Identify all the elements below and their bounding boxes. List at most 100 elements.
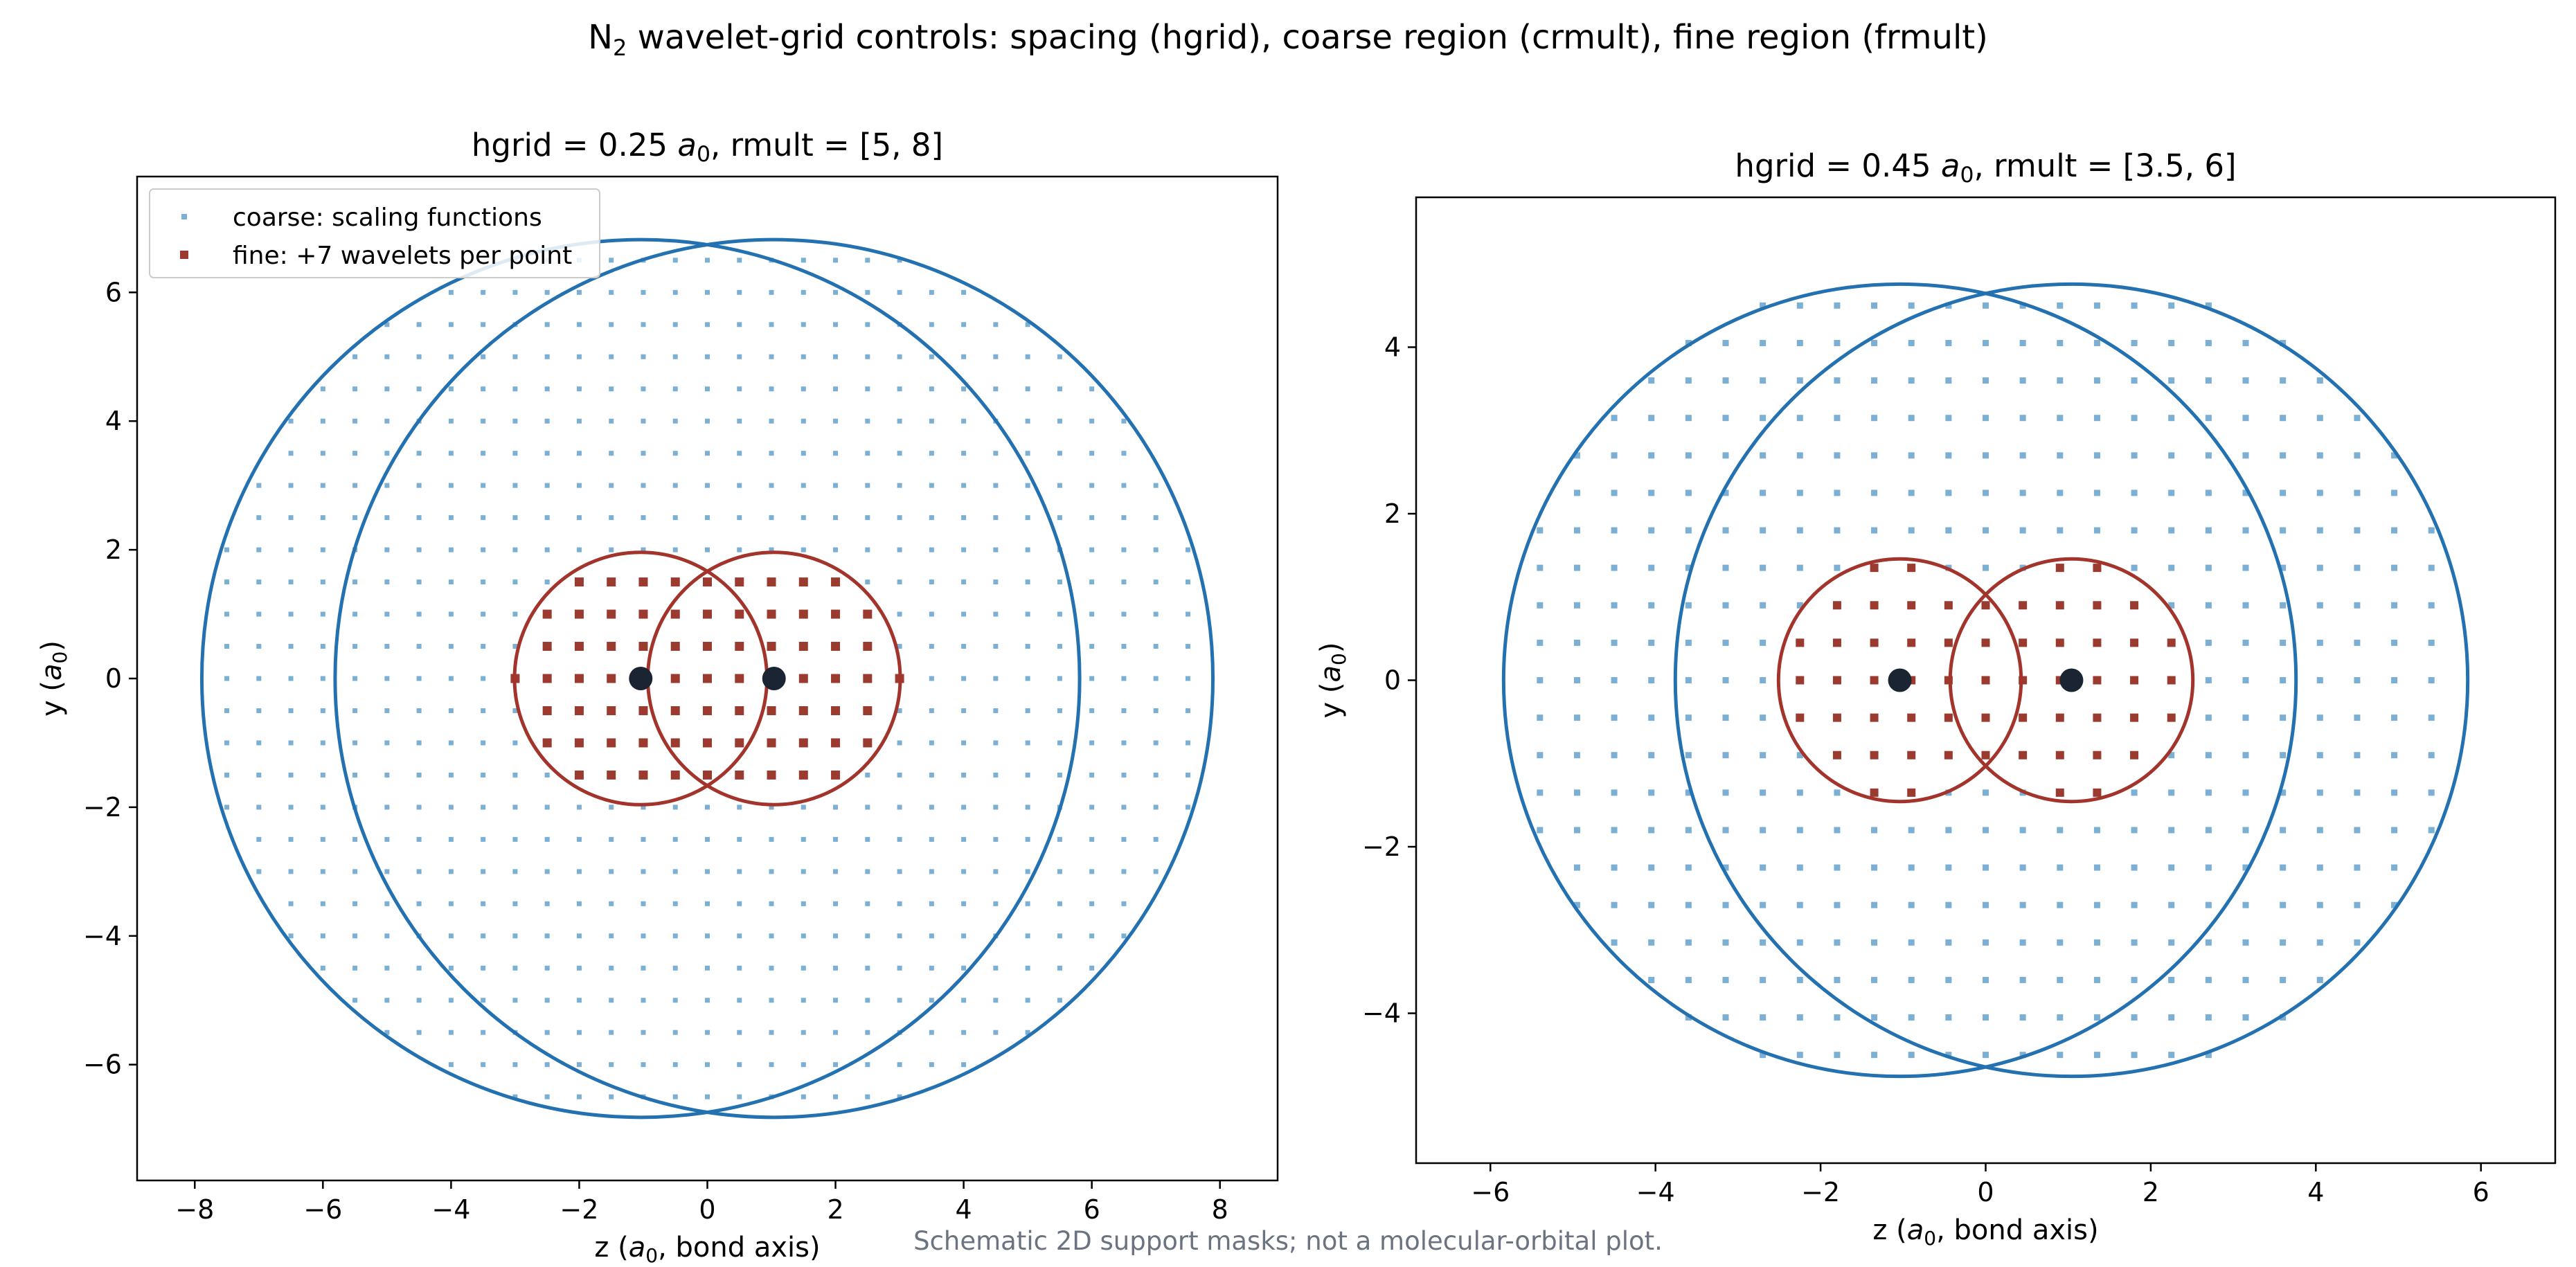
coarse-grid-point (1834, 339, 1841, 346)
atom-marker (629, 667, 653, 690)
coarse-grid-point (481, 772, 486, 778)
fine-grid-point (735, 706, 744, 715)
coarse-grid-point (481, 805, 486, 810)
coarse-grid-point (1025, 740, 1030, 746)
coarse-grid-point (1089, 644, 1095, 649)
coarse-grid-point (833, 354, 839, 359)
coarse-grid-point (512, 289, 518, 295)
fine-grid-point (1944, 638, 1953, 647)
fine-grid-point (798, 642, 808, 652)
coarse-grid-point (705, 258, 710, 263)
coarse-grid-point (1834, 789, 1841, 796)
coarse-grid-point (512, 354, 518, 359)
x-axis-label: z (a0, bond axis) (594, 1232, 820, 1267)
coarse-grid-point (1908, 339, 1915, 346)
coarse-grid-point (320, 901, 325, 906)
fine-grid-point (767, 706, 776, 715)
coarse-grid-point (512, 611, 518, 617)
coarse-grid-point (833, 805, 839, 810)
coarse-grid-point (705, 547, 710, 552)
coarse-grid-point (1685, 864, 1692, 871)
coarse-grid-point (288, 901, 294, 906)
coarse-grid-point (544, 418, 550, 424)
legend-label-coarse: coarse: scaling functions (233, 204, 542, 232)
y-tick-label: 2 (1384, 498, 1401, 529)
coarse-grid-point (1185, 805, 1190, 810)
coarse-grid-point (2131, 564, 2138, 571)
coarse-grid-point (512, 901, 518, 906)
coarse-grid-point (1025, 998, 1030, 1003)
coarse-grid-point (1871, 901, 1878, 908)
fine-grid-point (2130, 601, 2139, 610)
coarse-grid-point (352, 386, 358, 392)
coarse-grid-point (929, 772, 934, 778)
coarse-grid-point (1153, 740, 1159, 746)
coarse-grid-point (2093, 302, 2100, 309)
coarse-grid-point (1983, 939, 1989, 946)
fine-grid-point (767, 738, 776, 748)
fine-grid-point (1981, 713, 1990, 722)
coarse-grid-point (481, 1062, 486, 1068)
coarse-grid-point (737, 386, 742, 392)
coarse-grid-point (320, 676, 325, 681)
coarse-grid-point (2242, 939, 2249, 946)
fine-grid-point (2055, 601, 2064, 610)
coarse-grid-point (1648, 976, 1655, 983)
coarse-grid-point (1089, 451, 1095, 456)
coarse-grid-point (1025, 644, 1030, 649)
coarse-grid-point (448, 772, 454, 778)
coarse-grid-point (769, 547, 774, 552)
coarse-grid-point (993, 579, 999, 585)
coarse-grid-point (416, 322, 422, 327)
coarse-grid-point (2131, 339, 2138, 346)
coarse-grid-point (961, 418, 967, 424)
coarse-grid-point (993, 836, 999, 842)
coarse-grid-point (1153, 644, 1159, 649)
coarse-grid-point (1573, 639, 1580, 646)
coarse-grid-point (1908, 527, 1915, 534)
coarse-grid-point (512, 418, 518, 424)
coarse-grid-point (961, 965, 967, 971)
coarse-grid-point (2168, 789, 2175, 796)
coarse-grid-point (672, 965, 678, 971)
coarse-grid-point (609, 836, 614, 842)
coarse-grid-point (1685, 527, 1692, 534)
coarse-grid-point (833, 965, 839, 971)
panel-title: hgrid = 0.25 a0, rmult = [5, 8] (472, 127, 943, 167)
coarse-grid-point (1760, 939, 1766, 946)
plot-area (1501, 282, 2470, 1079)
coarse-grid-point (2242, 677, 2249, 683)
fine-grid-point (2055, 638, 2064, 647)
coarse-grid-point (1025, 547, 1030, 552)
coarse-grid-point (2354, 827, 2361, 834)
coarse-grid-point (833, 547, 839, 552)
coarse-grid-point (833, 998, 839, 1003)
coarse-grid-point (2168, 827, 2175, 834)
coarse-grid-point (384, 386, 390, 392)
coarse-grid-point (672, 418, 678, 424)
coarse-grid-point (1760, 564, 1766, 571)
coarse-grid-point (416, 611, 422, 617)
coarse-grid-point (2131, 1052, 2138, 1059)
fine-grid-point (863, 738, 873, 748)
coarse-grid-point (672, 386, 678, 392)
coarse-grid-point (1796, 415, 1803, 422)
x-tick-label: −4 (1636, 1177, 1675, 1207)
coarse-grid-point (512, 805, 518, 810)
coarse-grid-point (416, 869, 422, 874)
coarse-grid-point (737, 322, 742, 327)
coarse-grid-point (288, 772, 294, 778)
coarse-grid-point (1089, 547, 1095, 552)
coarse-grid-point (1834, 489, 1841, 496)
fine-grid-point (542, 706, 552, 715)
coarse-grid-point (961, 740, 967, 746)
coarse-grid-point (2131, 901, 2138, 908)
coarse-grid-point (2354, 939, 2361, 946)
coarse-grid-point (1722, 976, 1729, 983)
fine-grid-point (670, 642, 680, 652)
coarse-grid-point (2391, 901, 2398, 908)
coarse-grid-point (352, 676, 358, 681)
coarse-grid-point (929, 547, 934, 552)
coarse-grid-point (1537, 789, 1544, 796)
coarse-grid-point (833, 933, 839, 939)
